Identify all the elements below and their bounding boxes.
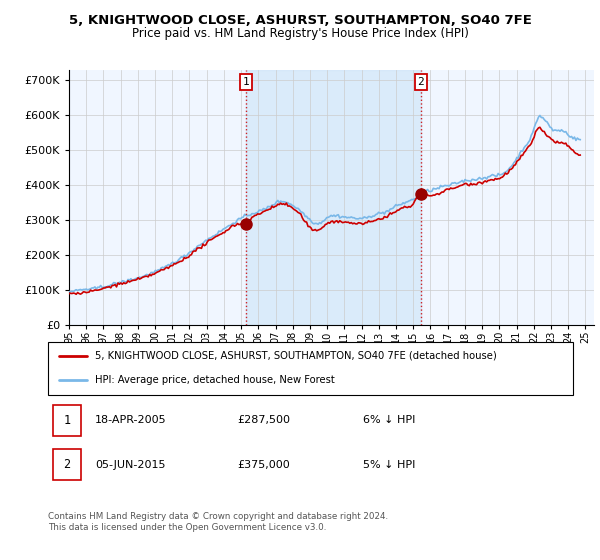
Text: 6% ↓ HPI: 6% ↓ HPI (363, 416, 415, 426)
Text: £287,500: £287,500 (237, 416, 290, 426)
Text: 2: 2 (64, 459, 70, 472)
Text: 1: 1 (243, 77, 250, 87)
Text: Contains HM Land Registry data © Crown copyright and database right 2024.
This d: Contains HM Land Registry data © Crown c… (48, 512, 388, 532)
Text: 5, KNIGHTWOOD CLOSE, ASHURST, SOUTHAMPTON, SO40 7FE: 5, KNIGHTWOOD CLOSE, ASHURST, SOUTHAMPTO… (68, 14, 532, 27)
Text: £375,000: £375,000 (237, 460, 290, 470)
Text: 5, KNIGHTWOOD CLOSE, ASHURST, SOUTHAMPTON, SO40 7FE (detached house): 5, KNIGHTWOOD CLOSE, ASHURST, SOUTHAMPTO… (95, 351, 497, 361)
FancyBboxPatch shape (53, 405, 80, 436)
Text: 1: 1 (64, 414, 70, 427)
Text: Price paid vs. HM Land Registry's House Price Index (HPI): Price paid vs. HM Land Registry's House … (131, 27, 469, 40)
Text: 5% ↓ HPI: 5% ↓ HPI (363, 460, 415, 470)
FancyBboxPatch shape (53, 449, 80, 480)
Text: 2: 2 (417, 77, 424, 87)
Text: 05-JUN-2015: 05-JUN-2015 (95, 460, 166, 470)
Bar (246, 70, 421, 325)
Text: HPI: Average price, detached house, New Forest: HPI: Average price, detached house, New … (95, 375, 335, 385)
Text: 18-APR-2005: 18-APR-2005 (95, 416, 167, 426)
